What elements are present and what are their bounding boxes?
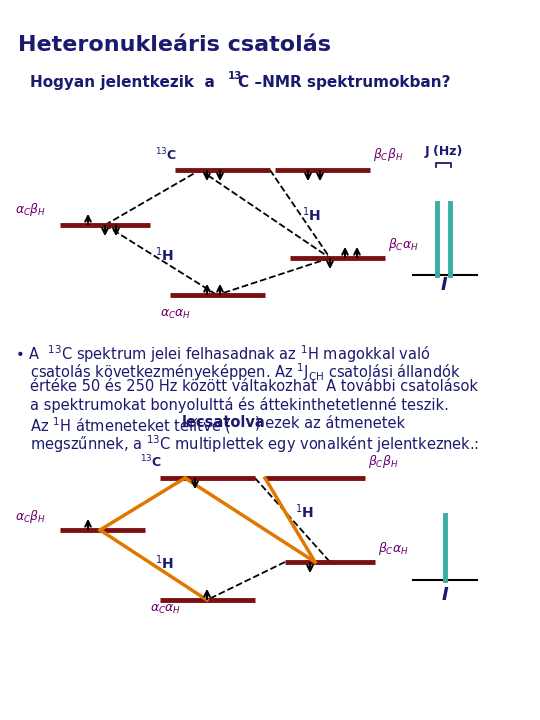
Text: $^{13}$C: $^{13}$C (140, 454, 162, 470)
Text: $^1$H: $^1$H (155, 246, 174, 264)
Text: lecsatolva: lecsatolva (182, 415, 266, 430)
Text: értéke 50 és 250 Hz között váltakozhat  A további csatolások: értéke 50 és 250 Hz között váltakozhat A… (30, 379, 478, 394)
Text: csatolás következményeképpen. Az $^1$J$_{\rm CH}$ csatolási állandók: csatolás következményeképpen. Az $^1$J$_… (30, 361, 461, 383)
Text: $\beta_C\alpha_H$: $\beta_C\alpha_H$ (388, 236, 419, 253)
Text: $\alpha_C\alpha_H$: $\alpha_C\alpha_H$ (160, 308, 191, 321)
Text: $^1$H: $^1$H (302, 206, 321, 225)
Text: I: I (441, 276, 447, 294)
Text: $\beta_C\beta_H$: $\beta_C\beta_H$ (368, 453, 399, 470)
Text: Az $^1$H átmeneteket telítve (: Az $^1$H átmeneteket telítve ( (30, 415, 231, 436)
Text: $^{13}$C: $^{13}$C (155, 146, 177, 163)
Text: $\alpha_C\beta_H$: $\alpha_C\beta_H$ (15, 201, 46, 218)
Text: C –NMR spektrumokban?: C –NMR spektrumokban? (238, 75, 450, 90)
Text: megszűnnek, a $^{13}$C multiplettek egy vonalként jelentkeznek.:: megszűnnek, a $^{13}$C multiplettek egy … (30, 433, 479, 455)
Text: ) ezek az átmenetek: ) ezek az átmenetek (255, 415, 405, 431)
Text: a spektrumokat bonyolulttá és áttekinthetetlenné teszik.: a spektrumokat bonyolulttá és áttekinthe… (30, 397, 449, 413)
Text: Heteronukleáris csatolás: Heteronukleáris csatolás (18, 35, 331, 55)
Text: $\beta_C\alpha_H$: $\beta_C\alpha_H$ (378, 540, 409, 557)
Text: 13: 13 (228, 71, 242, 81)
Text: $\alpha_C\beta_H$: $\alpha_C\beta_H$ (15, 508, 46, 525)
Text: I: I (442, 586, 448, 604)
Text: $^1$H: $^1$H (155, 554, 174, 572)
Text: $^1$H: $^1$H (295, 503, 314, 521)
Text: J (Hz): J (Hz) (425, 145, 463, 158)
Text: $\beta_C\beta_H$: $\beta_C\beta_H$ (373, 146, 404, 163)
Text: $\alpha_C\alpha_H$: $\alpha_C\alpha_H$ (150, 603, 181, 616)
Text: Hogyan jelentkezik  a: Hogyan jelentkezik a (30, 75, 225, 90)
Text: • A  $^{13}$C spektrum jelei felhasadnak az $^1$H magokkal való: • A $^{13}$C spektrum jelei felhasadnak … (15, 343, 431, 365)
